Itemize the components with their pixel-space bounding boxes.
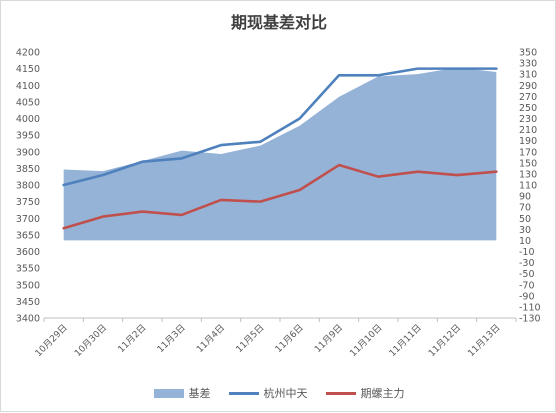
x-tick-label: 11月5日 <box>234 322 267 355</box>
x-tick-label: 11月12日 <box>426 322 463 359</box>
y-right-tick-label: -70 <box>519 280 535 291</box>
x-tick-label: 10月30日 <box>72 322 109 359</box>
y-right-tick-label: -110 <box>519 302 541 313</box>
y-right-tick-label: 290 <box>519 81 537 92</box>
y-right-tick-label: 110 <box>519 181 537 192</box>
x-tick-label: 11月13日 <box>466 322 503 359</box>
series-line-hangzhou <box>62 67 498 187</box>
y-right-tick-label: 330 <box>519 59 537 70</box>
y-right-tick-label: 90 <box>519 192 531 203</box>
legend-item-futures: 期螺主力 <box>325 385 405 401</box>
y-right-tick-label: 170 <box>519 147 537 158</box>
legend-item-hangzhou: 杭州中天 <box>228 385 308 401</box>
x-tick-label: 10月29日 <box>33 322 70 359</box>
y-left-tick-label: 4100 <box>16 81 40 92</box>
y-left-tick-label: 4050 <box>16 97 40 108</box>
y-left-tick-label: 3650 <box>16 230 40 241</box>
y-right-tick-label: 70 <box>519 203 531 214</box>
y-left-tick-label: 3850 <box>16 164 40 175</box>
y-left-tick-label: 3500 <box>16 280 40 291</box>
y-left-tick-label: 3800 <box>16 181 40 192</box>
y-left-tick-label: 3450 <box>16 297 40 308</box>
chart-legend: 基差 杭州中天 期螺主力 <box>1 385 556 401</box>
y-left-tick-label: 3600 <box>16 247 40 258</box>
y-right-tick-label: 30 <box>519 225 531 236</box>
y-right-tick-label: -30 <box>519 258 535 269</box>
legend-swatch-hangzhou <box>228 391 259 395</box>
chart-title: 期现基差对比 <box>230 13 327 32</box>
series-line-futures <box>62 163 498 230</box>
y-right-tick-label: 250 <box>519 103 537 114</box>
y-right-tick-label: 310 <box>519 70 537 81</box>
y-left-tick-label: 4200 <box>16 48 40 59</box>
y-right-tick-label: 210 <box>519 125 537 136</box>
y-right-tick-label: 50 <box>519 214 531 225</box>
y-left-tick-label: 3550 <box>16 264 40 275</box>
x-tick-label: 11月4日 <box>194 322 227 355</box>
legend-item-basis: 基差 <box>153 385 211 401</box>
y-left-tick-label: 3900 <box>16 147 40 158</box>
y-left-tick-label: 4150 <box>16 64 40 75</box>
y-left-tick-label: 4000 <box>16 114 40 125</box>
legend-swatch-futures <box>325 391 356 395</box>
x-tick-label: 11月2日 <box>116 322 149 355</box>
legend-label-hangzhou: 杭州中天 <box>263 387 308 400</box>
y-right-tick-label: 230 <box>519 114 537 125</box>
y-right-tick-label: 130 <box>519 169 537 180</box>
legend-label-basis: 基差 <box>188 387 211 400</box>
x-tick-label: 11月10日 <box>348 322 385 359</box>
series-area-basis <box>63 67 497 241</box>
y-left-tick-label: 3700 <box>16 214 40 225</box>
y-left-tick-label: 3950 <box>16 131 40 142</box>
y-right-tick-label: -50 <box>519 269 535 280</box>
y-right-tick-label: 190 <box>519 136 537 147</box>
y-left-tick-label: 3750 <box>16 197 40 208</box>
legend-label-futures: 期螺主力 <box>360 387 405 400</box>
x-tick-label: 11月6日 <box>273 322 306 355</box>
y-right-tick-label: 10 <box>519 236 531 247</box>
x-tick-label: 11月11日 <box>387 322 424 359</box>
y-right-tick-label: -10 <box>519 247 535 258</box>
y-right-tick-label: -90 <box>519 291 535 302</box>
x-tick-label: 11月9日 <box>312 322 345 355</box>
legend-swatch-basis <box>153 388 184 398</box>
x-tick-label: 11月3日 <box>155 322 188 355</box>
y-right-tick-label: -130 <box>519 314 541 325</box>
y-right-tick-label: 350 <box>519 48 537 59</box>
y-right-tick-label: 150 <box>519 158 537 169</box>
y-left-tick-label: 3400 <box>16 314 40 325</box>
y-right-tick-label: 270 <box>519 92 537 103</box>
